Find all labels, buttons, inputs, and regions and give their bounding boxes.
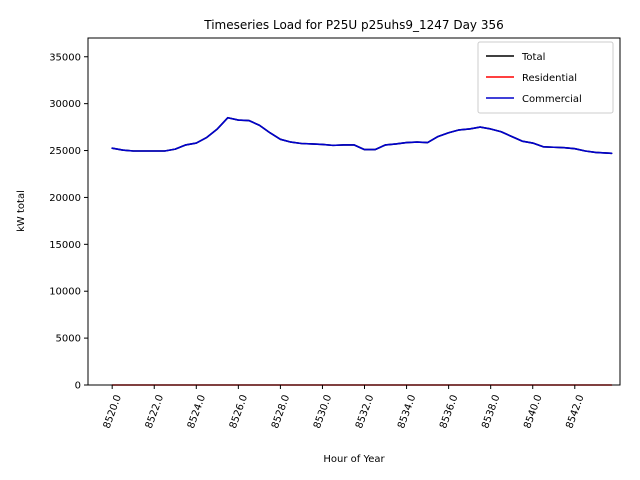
x-tick-label: 8530.0 — [312, 393, 334, 430]
x-tick-label: 8520.0 — [102, 393, 124, 430]
y-tick-label: 15000 — [49, 240, 81, 251]
y-tick-label: 0 — [75, 381, 81, 392]
x-tick-label: 8522.0 — [144, 393, 166, 430]
legend: Total Residential Commercial — [477, 41, 614, 114]
y-tick-label: 5000 — [56, 334, 81, 345]
x-tick-label: 8532.0 — [354, 393, 376, 430]
x-tick-label: 8538.0 — [480, 393, 502, 430]
y-tick-label: 25000 — [49, 146, 81, 157]
y-tick-label: 35000 — [49, 52, 81, 63]
y-axis-label: kW total — [16, 190, 27, 232]
axes-layer — [87, 37, 621, 386]
axes-frame — [87, 37, 621, 386]
chart-title: Timeseries Load for P25U p25uhs9_1247 Da… — [203, 18, 504, 32]
x-axis-label: Hour of Year — [323, 454, 385, 465]
legend-box — [477, 41, 614, 114]
y-tick-label: 30000 — [49, 99, 81, 110]
x-tick-label: 8524.0 — [186, 393, 208, 430]
legend-label-total: Total — [521, 52, 545, 63]
x-tick-label: 8540.0 — [522, 393, 544, 430]
x-tick-label: 8542.0 — [564, 393, 586, 430]
y-tick-label: 20000 — [49, 193, 81, 204]
series-line-commercial — [111, 116, 613, 155]
legend-label-commercial: Commercial — [522, 94, 582, 105]
x-tick-label: 8528.0 — [270, 393, 292, 430]
x-tick-label: 8534.0 — [396, 393, 418, 430]
y-tick-label: 10000 — [49, 287, 81, 298]
x-tick-label: 8536.0 — [438, 393, 460, 430]
x-tick-label: 8526.0 — [228, 393, 250, 430]
legend-label-residential: Residential — [522, 73, 577, 84]
